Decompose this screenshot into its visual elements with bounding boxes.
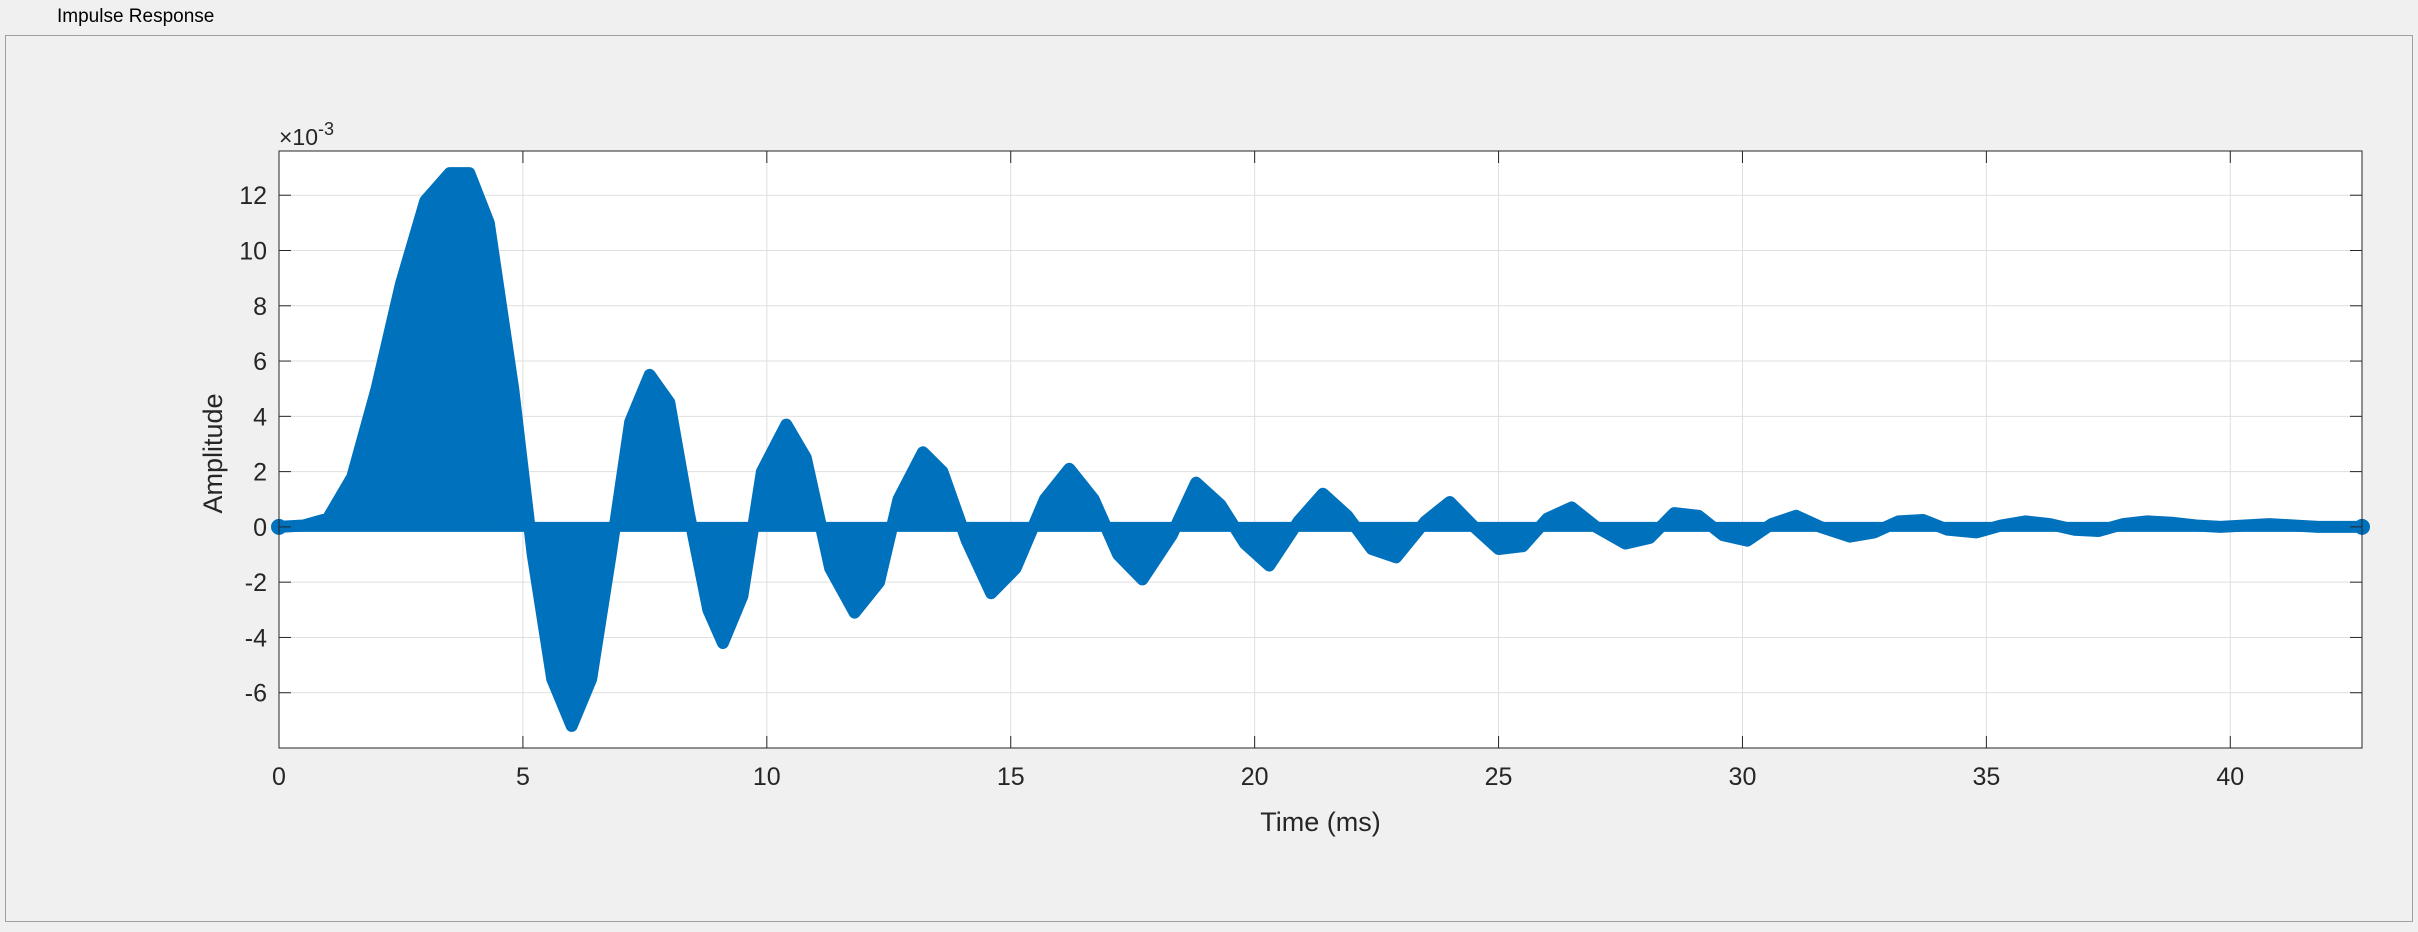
- impulse-series: [271, 167, 2370, 732]
- axis-ticks: 0 5 10 15 20 25 30 35 40 -6 -4 -2 0 2 4 6 8 10 12: [239, 151, 2362, 791]
- y-exponent-base: ×10: [279, 124, 318, 150]
- x-tick-label: 10: [753, 763, 781, 791]
- y-tick-label: 2: [253, 459, 267, 487]
- y-tick-label: 10: [239, 238, 267, 266]
- x-axis-label: Time (ms): [1260, 807, 1380, 837]
- y-exponent-power: -3: [318, 119, 334, 139]
- y-tick-label: 8: [253, 293, 267, 321]
- x-tick-label: 35: [1972, 763, 2000, 791]
- axes-box: [278, 150, 2363, 749]
- y-exponent-label: ×10-3: [279, 119, 334, 150]
- y-tick-label: 4: [253, 403, 267, 431]
- y-tick-label: 0: [253, 514, 267, 542]
- x-tick-label: 25: [1485, 763, 1513, 791]
- y-tick-label: 12: [239, 182, 267, 210]
- x-tick-label: 15: [997, 763, 1025, 791]
- y-tick-label: -6: [245, 680, 267, 708]
- x-tick-label: 5: [516, 763, 530, 791]
- x-tick-label: 0: [272, 763, 286, 791]
- y-tick-label: -4: [245, 624, 267, 652]
- impulse-response-panel: [5, 35, 2413, 922]
- y-tick-label: -2: [245, 569, 267, 597]
- x-tick-label: 40: [2216, 763, 2244, 791]
- x-tick-label: 20: [1241, 763, 1269, 791]
- panel-title: Impulse Response: [52, 4, 220, 30]
- y-axis-label: Amplitude: [198, 393, 228, 513]
- x-tick-label: 30: [1729, 763, 1757, 791]
- y-tick-label: 6: [253, 348, 267, 376]
